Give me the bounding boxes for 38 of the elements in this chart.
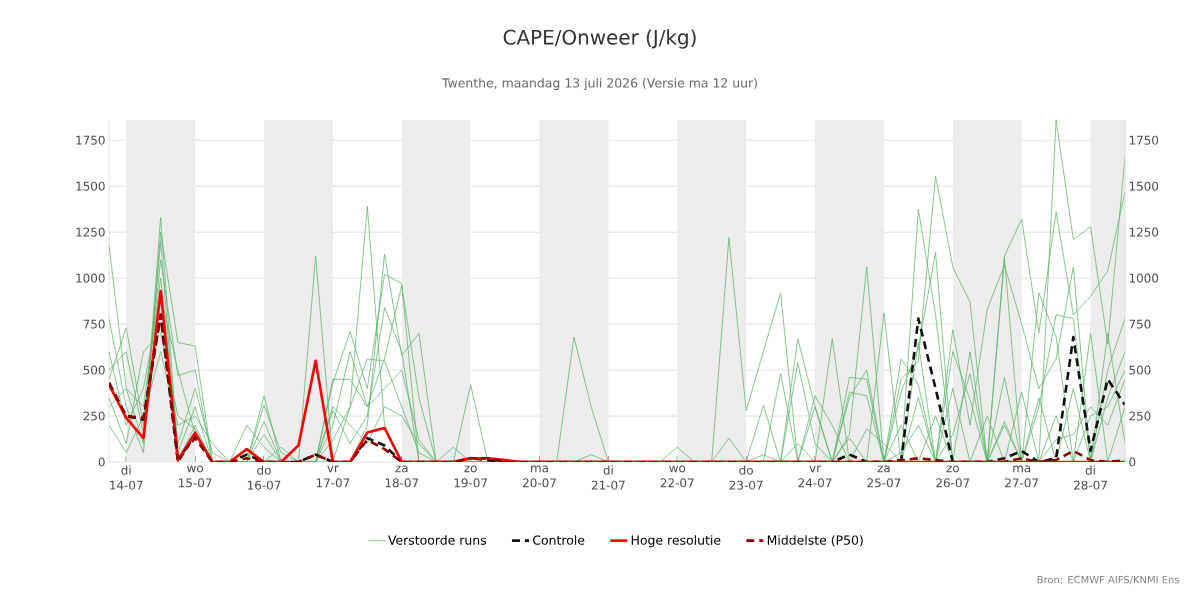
legend-label: Hoge resolutie bbox=[631, 535, 721, 548]
y2-tick-label: 250 bbox=[1129, 411, 1151, 421]
y2-tick-label: 500 bbox=[1129, 365, 1151, 375]
x-tick-label: za 18-07 bbox=[385, 465, 419, 488]
x-tick-label: do 23-07 bbox=[729, 465, 763, 490]
y2-tick-label: 750 bbox=[1129, 319, 1151, 329]
y2-tick-label: 0 bbox=[1129, 457, 1136, 467]
legend-label: Verstoorde runs bbox=[388, 535, 487, 545]
x-tick-label: wo 15-07 bbox=[179, 465, 212, 488]
y2-tick-label: 1500 bbox=[1129, 181, 1159, 191]
chart-subtitle: Twenthe, maandag 13 juli 2026 (Versie ma 12 uur) bbox=[441, 77, 757, 91]
y-tick-label: 0 bbox=[98, 457, 105, 467]
y-tick-label: 1000 bbox=[76, 273, 105, 283]
x-tick-label: wo 22-07 bbox=[660, 465, 694, 488]
x-tick-label: ma 27-07 bbox=[1005, 465, 1038, 488]
x-tick-label: di 28-07 bbox=[1074, 465, 1107, 490]
x-tick-label: za 25-07 bbox=[867, 465, 901, 488]
x-tick-label: di 14-07 bbox=[110, 465, 143, 490]
x-tick-label: vr 24-07 bbox=[798, 465, 832, 488]
y2-tick-label: 1250 bbox=[1129, 227, 1159, 237]
y-tick-label: 1500 bbox=[76, 181, 105, 191]
x-tick-label: vr 17-07 bbox=[316, 465, 350, 488]
x-tick-label: ma 20-07 bbox=[523, 465, 556, 488]
x-tick-label: do 16-07 bbox=[247, 465, 281, 490]
y-tick-label: 1750 bbox=[76, 135, 105, 145]
y2-tick-label: 1750 bbox=[1129, 135, 1159, 145]
y2-tick-label: 1000 bbox=[1129, 273, 1159, 283]
x-tick-label: zo 19-07 bbox=[454, 465, 487, 488]
text: Bron: ECMWF AIFS/KNMI Ens bbox=[1037, 575, 1180, 585]
y-tick-label: 750 bbox=[83, 319, 105, 329]
chart-title: CAPE/Onweer (J/kg) bbox=[503, 29, 696, 49]
y-tick-label: 250 bbox=[83, 411, 105, 421]
y-tick-label: 1250 bbox=[76, 227, 105, 237]
y-tick-label: 500 bbox=[83, 365, 105, 375]
legend-label: Middelste (P50) bbox=[767, 535, 863, 547]
x-tick-label: di 21-07 bbox=[591, 465, 625, 490]
x-tick-label: zo 26-07 bbox=[936, 465, 970, 488]
legend-label: Controle bbox=[532, 535, 585, 545]
